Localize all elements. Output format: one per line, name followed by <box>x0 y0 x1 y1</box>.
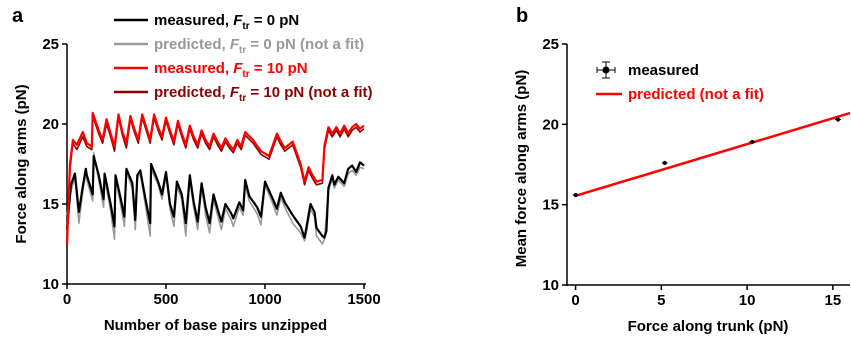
legend-label-1: predicted, Ftr = 0 pN (not a fit) <box>154 36 364 56</box>
x-tick-label: 0 <box>63 291 71 308</box>
panel-b-legend: measured predicted (not a fit) <box>596 61 764 103</box>
data-point-0 <box>573 193 578 198</box>
panel-b-series <box>572 111 851 198</box>
y-tick-label: 15 <box>542 197 559 214</box>
series-line-3 <box>65 111 365 245</box>
y-tick-label: 20 <box>542 116 559 133</box>
series-line-0 <box>66 152 365 245</box>
x-tick-label: 15 <box>825 292 842 309</box>
y-tick-label: 10 <box>542 277 559 294</box>
legend-label-predicted: predicted (not a fit) <box>628 86 764 103</box>
panel-b-letter: b <box>516 5 528 27</box>
predicted-line <box>575 111 851 198</box>
series-line-1 <box>65 154 365 239</box>
data-point-2 <box>750 140 755 145</box>
y-tick-label: 15 <box>42 196 59 213</box>
panel-a-x-axis-label: Number of base pairs unzipped <box>104 317 327 334</box>
y-tick-label: 10 <box>42 276 59 293</box>
y-tick-label: 25 <box>42 36 59 53</box>
panel-b: b 10 15 20 25 0 5 10 15 measured predicted (not … <box>513 5 851 335</box>
legend-label-0: measured, Ftr = 0 pN <box>154 12 299 32</box>
legend-marker <box>602 66 610 74</box>
legend-label-2: measured, Ftr = 10 pN <box>154 60 308 80</box>
panel-a-letter: a <box>12 5 24 27</box>
panel-b-axes: 10 15 20 25 0 5 10 15 <box>542 36 850 309</box>
panel-a-axes: 10 15 20 25 0 500 1000 1500 <box>42 36 380 308</box>
panel-a-series <box>65 111 365 245</box>
data-point-3 <box>835 117 840 122</box>
legend-label-measured: measured <box>628 62 699 79</box>
y-tick-label: 20 <box>42 116 59 133</box>
y-tick-label: 25 <box>542 36 559 53</box>
panel-b-y-axis-label: Mean force along arms (pN) <box>513 70 530 268</box>
panel-b-x-axis-label: Force along trunk (pN) <box>628 318 789 335</box>
legend-label-3: predicted, Ftr = 10 pN (not a fit) <box>154 84 373 104</box>
data-point-1 <box>662 160 667 165</box>
panel-a-y-axis-label: Force along arms (pN) <box>13 84 30 243</box>
x-tick-label: 5 <box>657 292 665 309</box>
x-tick-label: 1000 <box>248 291 281 308</box>
x-tick-label: 0 <box>571 292 579 309</box>
x-tick-label: 10 <box>739 292 756 309</box>
panel-a: a 10 15 20 25 0 500 1000 1500 measured, Ftr = 0… <box>12 5 381 334</box>
panel-a-legend: measured, Ftr = 0 pN predicted, Ftr = 0 p… <box>114 12 373 104</box>
x-tick-label: 1500 <box>347 291 380 308</box>
x-tick-label: 500 <box>153 291 178 308</box>
